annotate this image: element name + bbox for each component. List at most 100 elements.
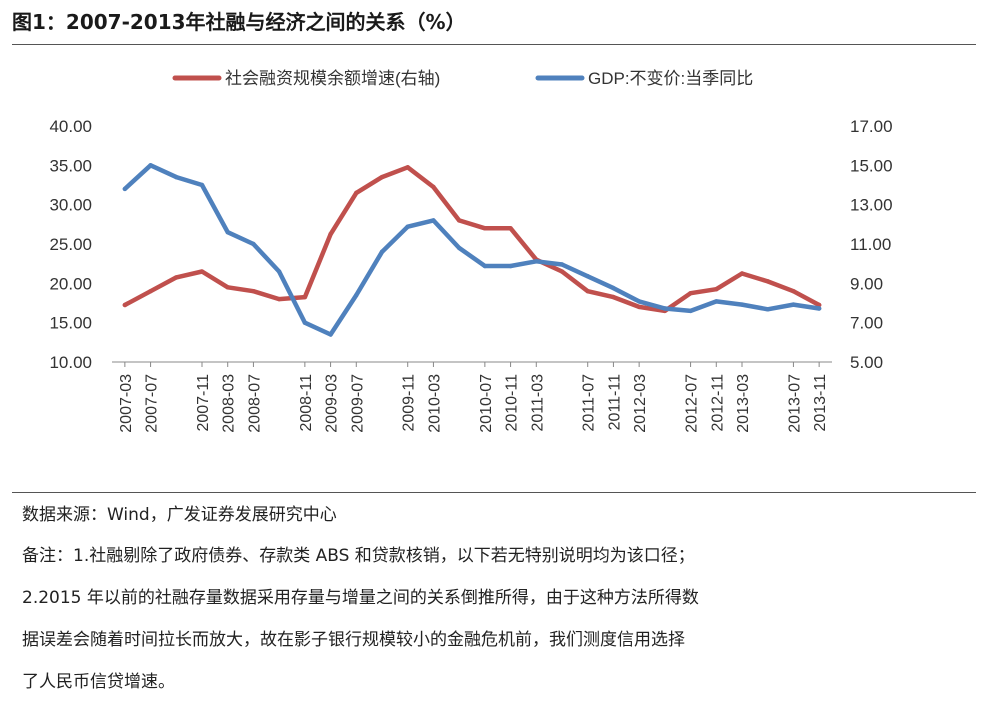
x-tick-label: 2011-11 — [606, 374, 623, 430]
left-tick-label: 40.00 — [49, 117, 92, 136]
series-2-point — [739, 302, 745, 307]
note-line-3: 据误差会随着时间拉长而放大，故在影子银行规模较小的金融危机前，我们测度信用选择 — [22, 630, 685, 650]
x-tick-label: 2012-03 — [632, 374, 649, 433]
series-2-point — [482, 263, 488, 269]
series-1-point — [199, 269, 205, 274]
left-tick-label: 25.00 — [49, 235, 92, 254]
x-tick-label: 2013-03 — [735, 374, 752, 433]
legend-label-2: GDP:不变价:当季同比 — [588, 69, 753, 88]
series-2-point — [662, 306, 668, 311]
x-tick-label: 2009-07 — [349, 374, 366, 433]
left-tick-label: 10.00 — [49, 353, 92, 372]
x-tick-label: 2007-11 — [195, 374, 212, 432]
series-2-point — [611, 285, 616, 291]
right-tick-label: 13.00 — [850, 196, 893, 215]
series-1-point — [714, 287, 719, 292]
page-title: 图1：2007-2013年社融与经济之间的关系（%） — [12, 10, 466, 34]
series-1-point — [688, 290, 693, 296]
series-1-point — [636, 304, 642, 310]
x-tick-label: 2009-03 — [324, 374, 341, 433]
x-tick-label: 2007-03 — [118, 374, 135, 433]
series-layer — [122, 163, 822, 337]
series-2-point — [379, 249, 385, 255]
left-tick-label: 20.00 — [49, 274, 92, 293]
series-1-point — [611, 294, 616, 300]
note-line-2: 2.2015 年以前的社融存量数据采用存量与增量之间的关系倒推所得，由于这种方法… — [22, 588, 699, 608]
right-tick-label: 15.00 — [850, 156, 893, 175]
footer-divider — [12, 492, 976, 493]
x-tick-label: 2008-03 — [221, 374, 238, 433]
x-tick-label: 2010-07 — [478, 374, 495, 433]
series-2-point — [302, 320, 308, 325]
x-tick-label: 2012-07 — [684, 374, 701, 433]
series-1-point — [174, 275, 179, 280]
data-source: 数据来源：Wind，广发证券发展研究中心 — [22, 505, 337, 525]
left-y-axis: 40.00 35.00 30.00 25.00 20.00 15.00 10.00 — [49, 117, 92, 372]
series-2-point — [791, 302, 796, 307]
series-1-point — [405, 165, 410, 170]
series-1-point — [585, 289, 590, 294]
x-tick-label: 2011-07 — [581, 374, 598, 432]
series-1-point — [456, 218, 462, 223]
series-1-point — [379, 174, 385, 180]
series-2-point — [456, 245, 462, 251]
series-1-point — [765, 279, 770, 284]
series-1-point — [508, 226, 513, 231]
left-tick-label: 15.00 — [49, 314, 92, 333]
legend-label-1: 社会融资规模余额增速(右轴) — [225, 69, 440, 88]
series-2-point — [508, 263, 513, 269]
x-tick-label: 2010-03 — [426, 374, 443, 433]
series-1-point — [559, 269, 565, 274]
series-2-point — [636, 299, 642, 304]
series-1-point — [328, 231, 333, 237]
series-2-point — [199, 182, 205, 188]
series-1-point — [251, 289, 256, 294]
series-2-point — [148, 163, 153, 168]
x-tick-label: 2009-11 — [401, 374, 418, 432]
left-tick-label: 30.00 — [49, 196, 92, 215]
series-2-point — [585, 274, 590, 279]
right-tick-label: 7.00 — [850, 314, 883, 333]
x-tick-label: 2008-07 — [246, 374, 263, 433]
series-2-point — [276, 269, 282, 274]
series-2-point — [122, 186, 128, 192]
x-axis: 2007-03 2007-07 2007-11 2008-03 2008-07 2008-… — [112, 361, 832, 433]
series-1-point — [791, 289, 796, 294]
title-divider — [12, 44, 976, 45]
left-tick-label: 35.00 — [49, 156, 92, 175]
series-1-point — [302, 294, 308, 300]
right-tick-label: 11.00 — [850, 235, 891, 254]
series-1-point — [739, 271, 745, 276]
series-1-point — [148, 289, 153, 294]
series-2-point — [251, 241, 256, 247]
right-tick-label: 9.00 — [850, 274, 883, 293]
note-line-1: 备注：1.社融剔除了政府债券、存款类 ABS 和贷款核销，以下若无特别说明均为该… — [22, 546, 695, 566]
x-tick-label: 2007-07 — [144, 374, 161, 433]
series-1-point — [482, 226, 488, 231]
series-line-1 — [122, 165, 822, 314]
right-y-axis: 17.00 15.00 13.00 11.00 9.00 7.00 5.00 — [850, 117, 893, 372]
series-2-point — [534, 259, 539, 264]
series-1-point — [431, 184, 436, 190]
series-2-point — [816, 306, 822, 311]
series-2-point — [354, 292, 359, 298]
right-tick-label: 5.00 — [850, 353, 883, 372]
series-2-point — [688, 308, 693, 314]
x-tick-label: 2013-07 — [786, 374, 803, 433]
series-1-point — [225, 285, 230, 290]
x-tick-label: 2013-11 — [812, 374, 829, 432]
series-2-point — [328, 332, 333, 337]
series-2-point — [714, 299, 719, 304]
series-2-point — [225, 230, 230, 235]
series-2-point — [765, 307, 770, 312]
series-1-point — [354, 190, 359, 196]
series-1-point — [122, 302, 128, 308]
right-tick-label: 17.00 — [850, 117, 893, 136]
chart-legend: 社会融资规模余额增速(右轴) GDP:不变价:当季同比 — [172, 69, 753, 88]
x-tick-label: 2011-03 — [529, 374, 546, 432]
series-2-point — [405, 224, 410, 229]
series-line-2 — [122, 163, 822, 337]
series-2-point — [559, 262, 565, 267]
series-2-point — [431, 218, 436, 223]
line-chart: 社会融资规模余额增速(右轴) GDP:不变价:当季同比 40.00 35.00 30.… — [49, 69, 893, 433]
